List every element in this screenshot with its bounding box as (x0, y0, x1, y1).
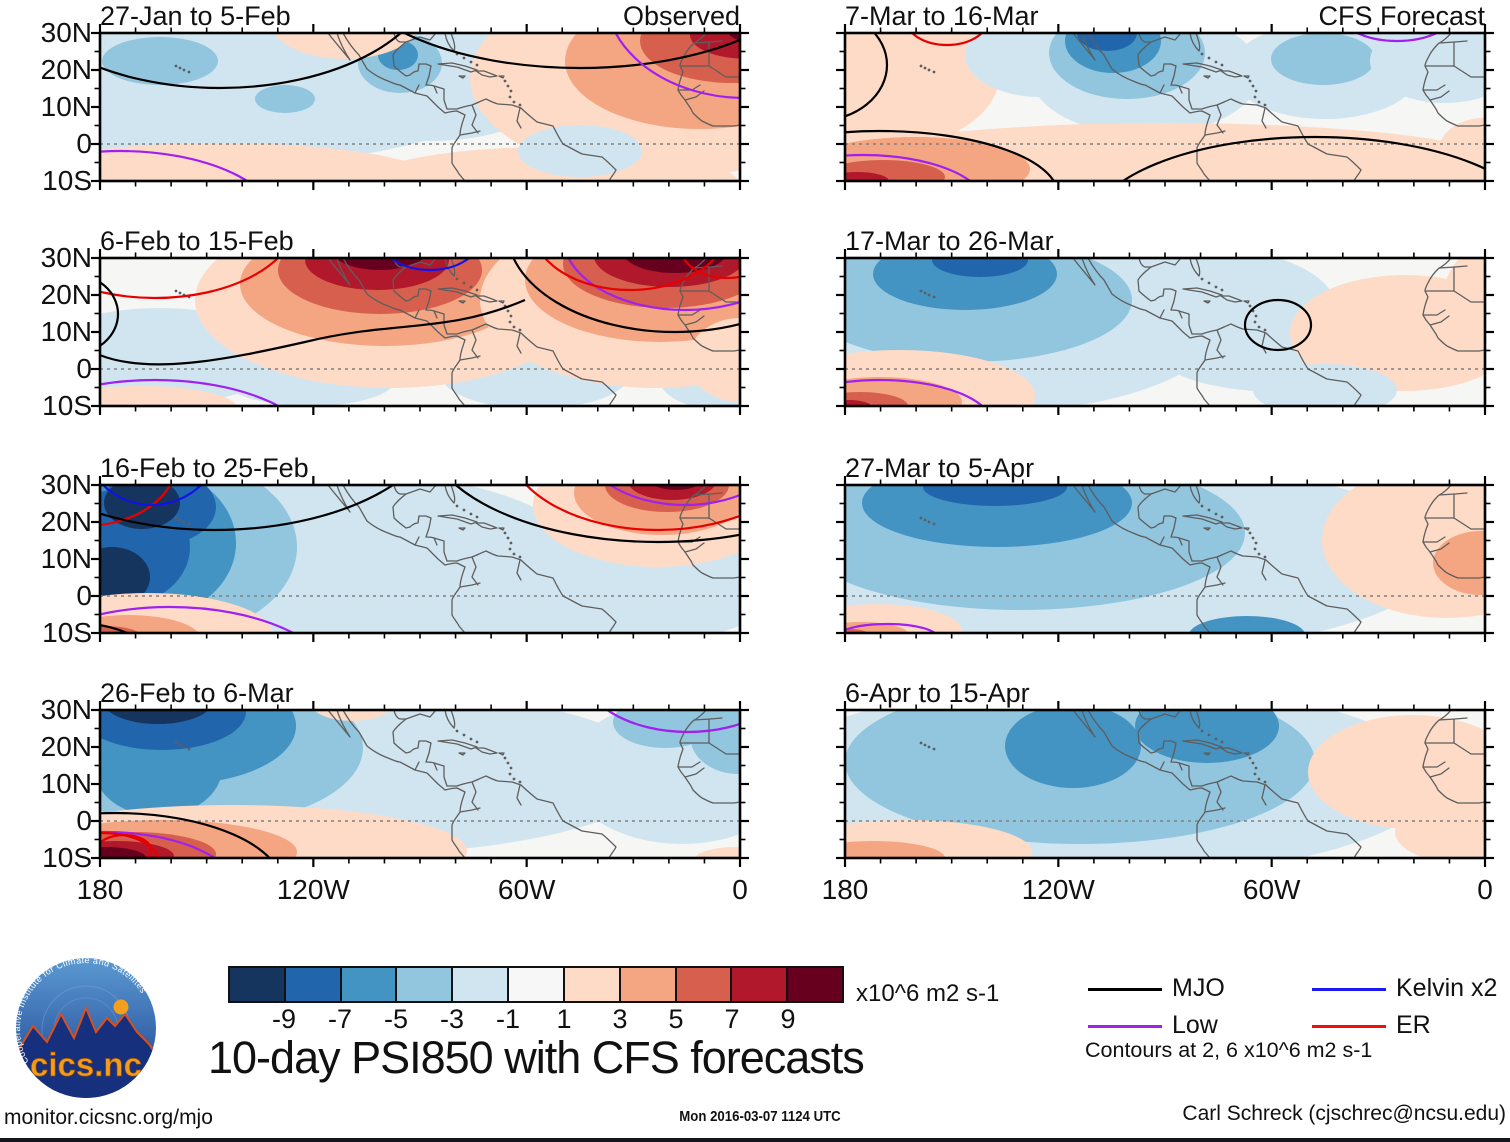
x-axis-label: 120W (1021, 874, 1095, 905)
y-axis-label: 0 (76, 580, 92, 611)
colorbar (228, 966, 844, 1003)
y-axis-label: 10S (42, 165, 92, 196)
map-panel (836, 24, 1494, 190)
legend-label-kelvin: Kelvin x2 (1396, 974, 1498, 1002)
y-axis-label: 10N (40, 768, 92, 799)
map-panel (836, 701, 1494, 867)
y-axis-label: 20N (40, 279, 92, 310)
legend-label-mjo: MJO (1172, 974, 1225, 1002)
colorbar-tick: 7 (724, 1004, 740, 1034)
colorbar-cell (676, 968, 733, 1001)
map-panel (91, 24, 749, 190)
panel-corner-label: CFS Forecast (1318, 1, 1485, 31)
colorbar-cell (230, 968, 286, 1001)
footer-timestamp: Mon 2016-03-07 1124 UTC (679, 1108, 841, 1125)
y-axis-label: 10S (42, 842, 92, 873)
y-axis-label: 0 (76, 128, 92, 159)
cicsnc-logo: cics.nc Cooperative Institute for Climat… (10, 950, 162, 1102)
colorbar-tick: -1 (495, 1004, 520, 1034)
y-axis-label: 10N (40, 91, 92, 122)
colorbar-unit-label: x10^6 m2 s-1 (856, 980, 1000, 1007)
panel-title: 6-Feb to 15-Feb (100, 226, 294, 256)
colorbar-tick: 1 (556, 1004, 572, 1034)
y-axis-label: 10N (40, 543, 92, 574)
colorbar-tick: 5 (668, 1004, 684, 1034)
colorbar-cell (397, 968, 454, 1001)
legend-line-mjo (1088, 988, 1162, 991)
y-axis-label: 10S (42, 390, 92, 421)
map-panel (91, 249, 749, 415)
colorbar-cell (509, 968, 565, 1001)
map-panel (836, 476, 1494, 642)
cicsnc-logo-image: cics.nc Cooperative Institute for Climat… (12, 955, 156, 1098)
map-panel (91, 476, 749, 642)
legend-label-low: Low (1172, 1011, 1218, 1039)
legend-line-er (1312, 1025, 1386, 1028)
colorbar-tick: -7 (327, 1004, 352, 1034)
logo-sun (113, 999, 129, 1015)
colorbar-cell (732, 968, 789, 1001)
y-axis-label: 0 (76, 805, 92, 836)
panel-title: 16-Feb to 25-Feb (100, 453, 309, 483)
y-axis-label: 30N (40, 469, 92, 500)
panel-title: 26-Feb to 6-Mar (100, 678, 294, 708)
y-axis-label: 30N (40, 242, 92, 273)
x-axis-label: 120W (276, 874, 350, 905)
colorbar-cell (788, 968, 842, 1001)
colorbar-tick-labels: -9 -7 -5 -3 -1 1 3 5 7 9 (228, 1004, 844, 1036)
panel-corner-label: Observed (622, 1, 740, 31)
figure-title: 10-day PSI850 with CFS forecasts (208, 1032, 865, 1083)
colorbar-tick: 3 (612, 1004, 628, 1034)
y-axis-label: 10N (40, 316, 92, 347)
y-axis-label: 30N (40, 694, 92, 725)
y-axis-label: 20N (40, 506, 92, 537)
logo-mountains (16, 1005, 156, 1098)
colorbar-tick: -5 (383, 1004, 408, 1034)
x-axis-label: 180 (821, 874, 869, 905)
x-axis-label: 180 (76, 874, 124, 905)
x-axis-label: 60W (1242, 874, 1301, 905)
y-axis-label: 30N (40, 17, 92, 48)
legend-label-er: ER (1396, 1011, 1431, 1039)
x-axis-label: 60W (497, 874, 556, 905)
panel-title: 27-Mar to 5-Apr (845, 453, 1035, 483)
y-axis-label: 0 (76, 353, 92, 384)
colorbar-cell (564, 968, 621, 1001)
x-axis-label: 0 (1477, 874, 1493, 905)
colorbar-cell (453, 968, 510, 1001)
colorbar-cell (341, 968, 398, 1001)
colorbar-tick: -9 (271, 1004, 296, 1034)
panel-title: 17-Mar to 26-Mar (845, 226, 1054, 256)
colorbar-tick: -3 (439, 1004, 464, 1034)
y-axis-label: 10S (42, 617, 92, 648)
map-panel (91, 701, 749, 867)
y-axis-label: 20N (40, 54, 92, 85)
colorbar-cell (620, 968, 677, 1001)
panel-title: 7-Mar to 16-Mar (845, 1, 1039, 31)
panel-title: 6-Apr to 15-Apr (845, 678, 1030, 708)
colorbar-tick: 9 (780, 1004, 796, 1034)
map-panel (836, 249, 1494, 415)
logo-name: cics.nc (30, 1046, 142, 1083)
legend-line-low (1088, 1025, 1162, 1028)
bottom-edge-bar (0, 1138, 1510, 1142)
panel-title: 27-Jan to 5-Feb (100, 1, 291, 31)
footer-credit: Carl Schreck (cjschrec@ncsu.edu) (1182, 1102, 1506, 1125)
colorbar-cell (285, 968, 342, 1001)
y-axis-label: 20N (40, 731, 92, 762)
contour-note: Contours at 2, 6 x10^6 m2 s-1 (1085, 1038, 1373, 1062)
legend-line-kelvin (1312, 988, 1386, 991)
footer-url: monitor.cicsnc.org/mjo (4, 1106, 213, 1129)
x-axis-label: 0 (732, 874, 748, 905)
